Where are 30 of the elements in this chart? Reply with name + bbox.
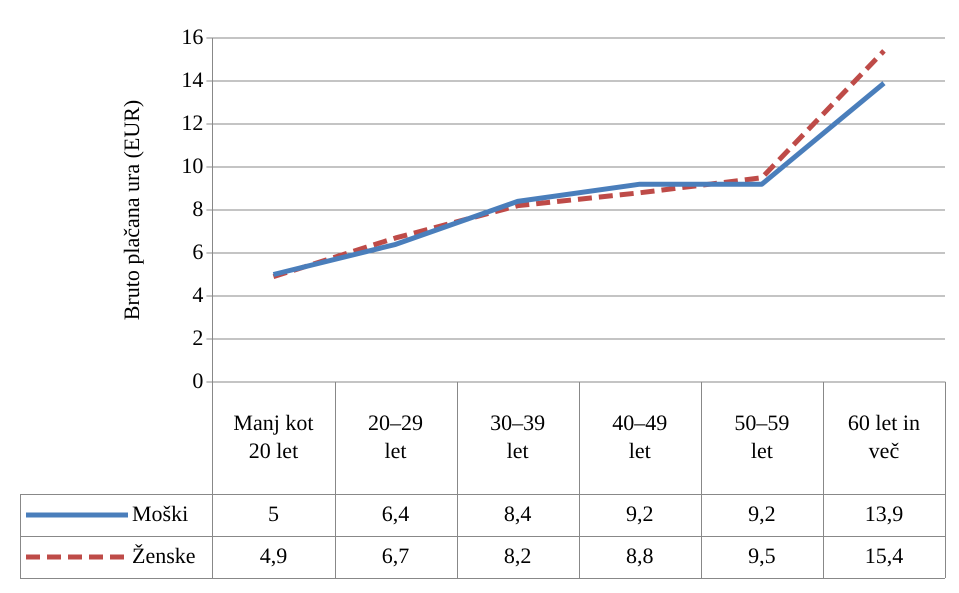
y-tick-label: 16 (181, 24, 204, 49)
y-tick-label: 8 (192, 196, 204, 221)
data-label: 9,5 (748, 542, 776, 568)
data-label: 9,2 (626, 500, 654, 526)
x-tick-label: 60 let in več (848, 410, 920, 463)
y-tick-label: 6 (192, 238, 204, 264)
x-tick-label: 20–29 let (368, 410, 424, 463)
y-tick-label: 12 (181, 110, 204, 135)
x-tick-label: Manj kot 20 let (233, 410, 314, 463)
data-label: 8,8 (626, 542, 654, 568)
y-tick-label: 0 (192, 368, 204, 393)
data-label: 8,4 (504, 500, 532, 526)
y-tick-label: 4 (192, 282, 204, 307)
data-label: 15,4 (864, 542, 904, 568)
y-tick-label: 14 (181, 66, 204, 92)
data-label: 13,9 (864, 500, 904, 526)
y-tick-label: 10 (181, 152, 204, 178)
x-tick-label: 30–39 let (490, 410, 546, 463)
x-tick-label: 40–49 let (612, 410, 668, 463)
data-label: 6,7 (382, 542, 410, 568)
data-label: 8,2 (504, 542, 532, 568)
legend-label: Moški (132, 500, 188, 526)
legend-label: Ženske (132, 542, 196, 568)
y-axis-title: Bruto plačana ura (EUR) (118, 100, 144, 320)
y-tick-label: 2 (192, 324, 204, 350)
data-label: 6,4 (382, 500, 410, 526)
data-label: 9,2 (748, 500, 776, 526)
data-label: 4,9 (260, 542, 288, 568)
x-tick-label: 50–59 let (734, 410, 790, 463)
data-label: 5 (268, 500, 279, 526)
